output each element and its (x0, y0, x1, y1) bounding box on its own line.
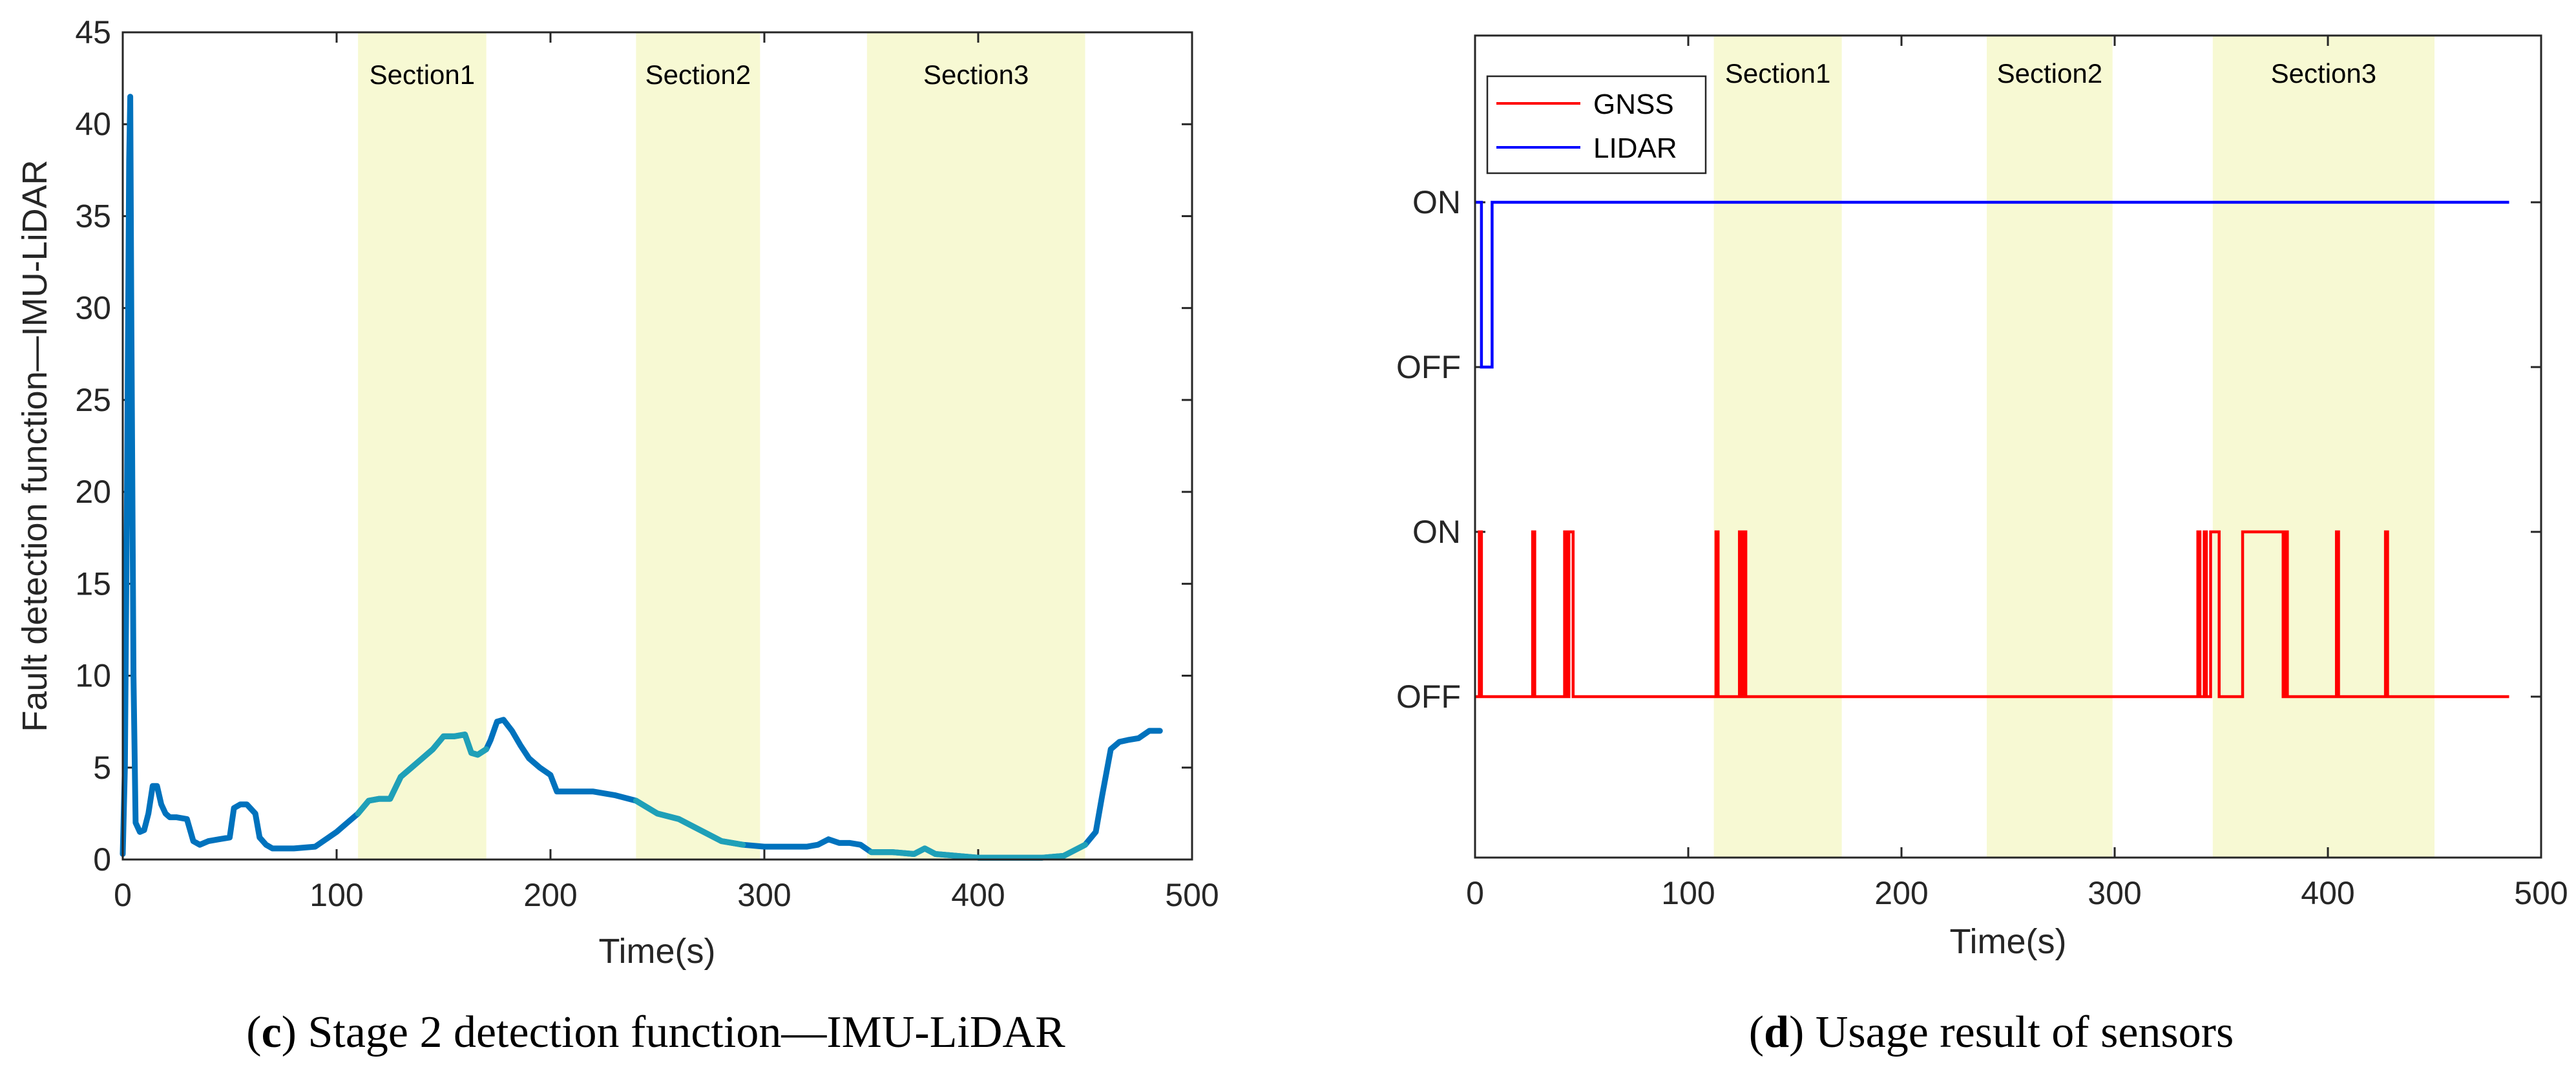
legend-label-gnss: GNSS (1593, 89, 1674, 120)
chart-c-caption-text: ) Stage 2 detection function—IMU-LiDAR (282, 1007, 1065, 1057)
x-tick-label: 0 (114, 877, 132, 913)
y-tick-label: ON (1412, 514, 1461, 550)
x-tick-label: 100 (309, 877, 363, 913)
y-tick-label: 25 (75, 382, 111, 418)
x-tick-label: 300 (2088, 875, 2141, 911)
section-label-2: Section2 (645, 59, 751, 90)
chart-d-series (1475, 200, 2509, 699)
legend-label-lidar: LIDAR (1593, 132, 1677, 164)
chart-c-caption-letter: c (262, 1007, 282, 1057)
chart-c-caption: (c) Stage 2 detection function—IMU-LiDAR (246, 1007, 1065, 1057)
x-tick-label: 100 (1661, 875, 1715, 911)
section-band-2 (1987, 36, 2113, 858)
chart-d-xlabel: Time(s) (1950, 922, 2067, 961)
section-label-3: Section3 (923, 59, 1029, 90)
x-tick-label: 300 (737, 877, 791, 913)
chart-d-section-labels: Section1 Section2 Section3 (1725, 58, 2376, 89)
y-tick-label: ON (1412, 184, 1461, 220)
section-label-1: Section1 (370, 59, 475, 90)
y-tick-label: 35 (75, 198, 111, 234)
chart-d-axes-box (1474, 34, 2542, 859)
y-tick-label: 15 (75, 565, 111, 602)
x-tick-label: 500 (1165, 877, 1219, 913)
x-tick-label: 400 (2301, 875, 2354, 911)
chart-c: 0 100 200 300 400 500 0 5 10 15 20 25 30 35 40 45 Secti… (16, 14, 1219, 1057)
section-band-2 (636, 32, 760, 860)
chart-d-caption-letter: d (1764, 1007, 1789, 1057)
y-tick-label: 5 (93, 750, 111, 786)
x-tick-label: 400 (951, 877, 1005, 913)
chart-d-caption-text: ) Usage result of sensors (1789, 1007, 2234, 1057)
y-tick-label: 30 (75, 290, 111, 326)
chart-d-sections (1713, 36, 2435, 858)
legend-box (1486, 75, 1707, 174)
section-label-3: Section3 (2271, 58, 2376, 89)
chart-c-section-labels: Section1 Section2 Section3 (370, 59, 1029, 90)
chart-c-series (120, 94, 1163, 861)
chart-c-xlabel: Time(s) (599, 932, 716, 971)
section-band-1 (358, 32, 487, 860)
chart-c-sections (358, 32, 1085, 860)
section-label-2: Section2 (1997, 58, 2102, 89)
y-tick-label: 0 (93, 841, 111, 878)
y-tick-label: OFF (1396, 349, 1461, 385)
x-tick-label: 500 (2514, 875, 2568, 911)
series-line-imu-lidar-section-3 (868, 841, 1088, 861)
chart-c-tick-labels: 0 100 200 300 400 500 0 5 10 15 20 25 30 35 40 45 (75, 14, 1219, 913)
x-tick-label: 200 (523, 877, 577, 913)
chart-c-axes-box (121, 31, 1193, 861)
series-line-imu-lidar-section-1 (355, 732, 490, 817)
chart-d-legend: GNSS LIDAR (1486, 75, 1707, 174)
x-tick-label: 200 (1874, 875, 1928, 911)
y-tick-label: 40 (75, 106, 111, 142)
chart-d-tick-labels: 0 100 200 300 400 500 ON OFF ON OFF (1396, 184, 2568, 911)
series-line-imu-lidar-section-2 (633, 797, 746, 848)
chart-d-caption: (d) Usage result of sensors (1749, 1007, 2234, 1057)
y-tick-label: 20 (75, 474, 111, 510)
y-tick-label: 10 (75, 658, 111, 694)
y-tick-label: 45 (75, 14, 111, 50)
section-band-3 (2212, 36, 2435, 858)
chart-c-ylabel: Fault detection function—IMU-LiDAR (16, 160, 54, 732)
section-label-1: Section1 (1725, 58, 1830, 89)
y-tick-label: OFF (1396, 679, 1461, 715)
series-line-lidar (1475, 200, 2509, 369)
section-band-1 (1713, 36, 1842, 858)
x-tick-label: 0 (1466, 875, 1484, 911)
section-band-3 (866, 32, 1085, 860)
series-line-gnss (1475, 530, 2509, 699)
